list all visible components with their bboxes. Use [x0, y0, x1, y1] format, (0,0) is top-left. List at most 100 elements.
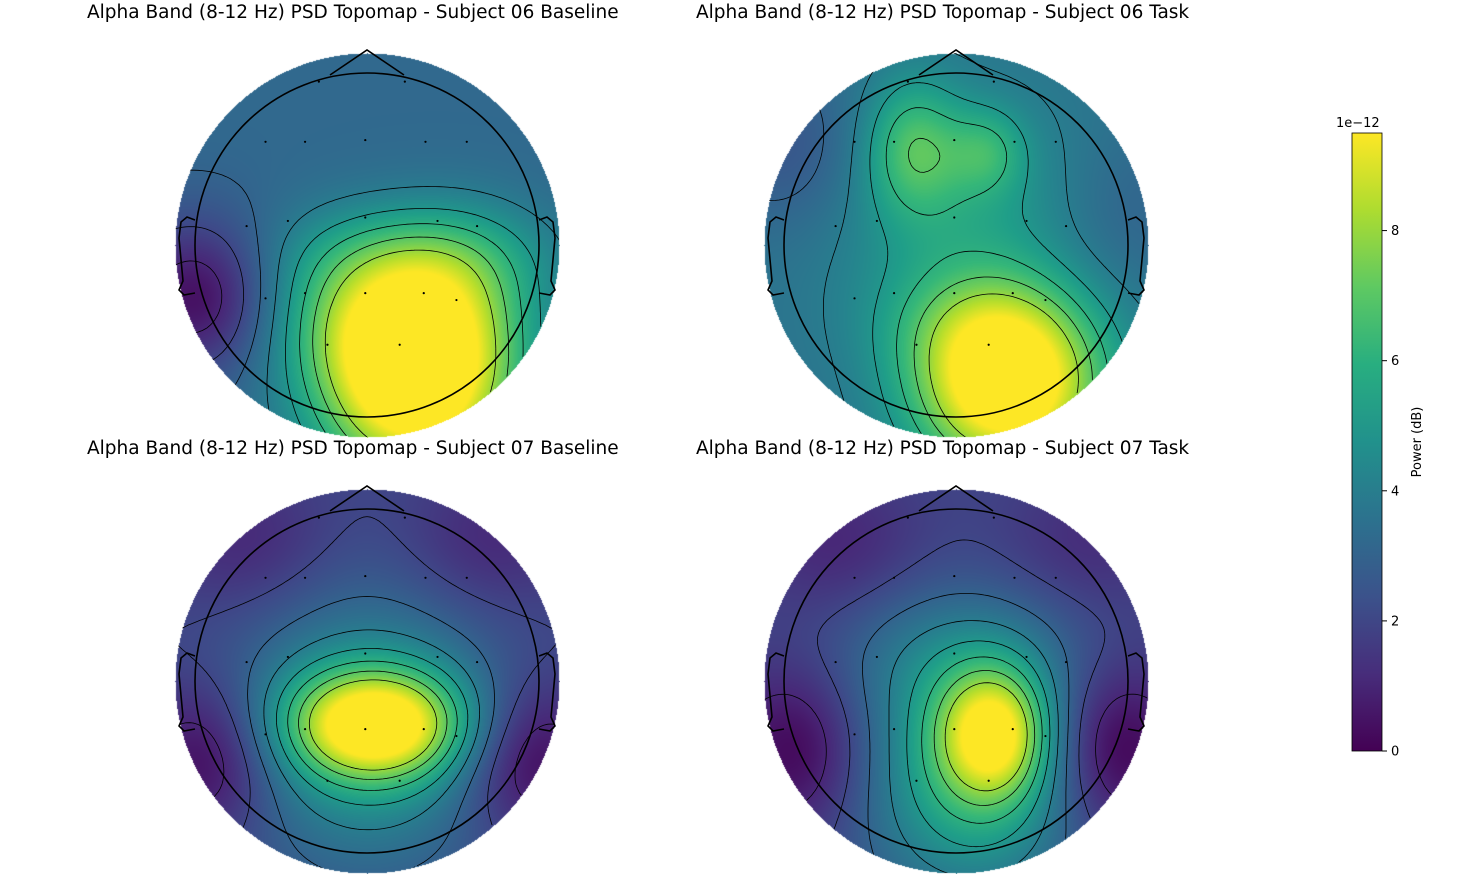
sensor-marker — [326, 343, 329, 346]
contour-line — [933, 670, 1036, 806]
colorbar-tick-label: 6 — [1391, 354, 1399, 369]
sensor-marker — [475, 660, 479, 664]
head-outline — [783, 508, 1129, 854]
topomap-title-subject07-task: Alpha Band (8-12 Hz) PSD Topomap - Subje… — [696, 438, 1190, 459]
sensor-marker — [834, 224, 837, 228]
topomap-contours — [766, 53, 1142, 437]
sensor-marker — [364, 138, 367, 142]
sensor-markers — [834, 80, 1068, 346]
colorbar-tick-label: 8 — [1391, 224, 1399, 239]
sensor-marker — [953, 728, 956, 731]
colorbar-ticks: 0 2 4 6 8 — [1382, 224, 1399, 760]
contour-line — [862, 593, 1070, 858]
sensor-marker — [875, 655, 878, 659]
topomap-contours — [177, 516, 557, 873]
sensor-marker — [326, 779, 329, 782]
topomap-subject06-task — [763, 46, 1149, 438]
contour-line — [190, 169, 262, 387]
sensor-marker — [436, 219, 439, 223]
contour-line — [312, 236, 510, 437]
sensor-marker — [303, 576, 307, 579]
colorbar-tick-label: 4 — [1391, 484, 1399, 499]
contour-line — [944, 682, 1028, 792]
sensor-marker — [853, 576, 856, 579]
contour-line — [266, 186, 559, 410]
topomap-heatmap — [763, 482, 1149, 874]
sensor-marker — [987, 779, 990, 782]
sensor-marker — [286, 219, 289, 223]
sensor-marker — [364, 292, 367, 295]
sensor-marker — [906, 80, 909, 83]
sensor-marker — [915, 779, 918, 782]
topomap-contours — [764, 539, 1148, 873]
contour-line — [885, 107, 1108, 437]
sensor-markers — [245, 516, 479, 782]
sensor-marker — [1064, 224, 1068, 228]
contour-line — [921, 656, 1043, 824]
sensor-marker — [364, 574, 367, 578]
left-ear-outline — [767, 216, 785, 296]
sensor-marker — [1013, 140, 1016, 143]
sensor-marker — [403, 80, 406, 83]
sensor-marker — [455, 298, 458, 302]
sensor-marker — [1025, 219, 1028, 223]
sensor-marker — [398, 343, 401, 346]
sensor-marker — [1044, 298, 1047, 302]
sensor-marker — [892, 576, 896, 579]
nose-outline — [918, 49, 994, 76]
sensor-marker — [853, 297, 856, 300]
contour-line — [908, 137, 1093, 437]
contour-line — [298, 670, 448, 780]
sensor-marker — [286, 655, 289, 659]
sensor-marker — [892, 292, 896, 295]
topomap-svg — [174, 482, 560, 874]
contour-line — [285, 208, 542, 430]
sensor-marker — [875, 219, 878, 223]
contour-line — [817, 539, 1106, 830]
sensor-marker — [1064, 660, 1068, 664]
sensor-marker — [424, 576, 427, 579]
sensor-marker — [1054, 140, 1057, 143]
head-outline — [194, 72, 540, 418]
sensor-marker — [264, 733, 267, 736]
sensor-marker — [424, 140, 427, 143]
sensor-marker — [987, 343, 990, 346]
colorbar-offset-text: 1e−12 — [1336, 116, 1380, 131]
sensor-marker — [953, 652, 956, 655]
sensor-marker — [853, 733, 856, 736]
topomap-contours — [175, 169, 559, 437]
contour-line — [906, 640, 1051, 848]
sensor-marker — [422, 728, 425, 731]
sensor-marker — [317, 516, 320, 519]
right-ear-outline — [538, 652, 556, 732]
sensor-markers — [834, 516, 1068, 782]
right-ear-outline — [1127, 652, 1145, 732]
contour-line — [177, 516, 557, 830]
nose-outline — [329, 485, 405, 512]
sensor-marker — [317, 80, 320, 83]
contour-line — [276, 648, 469, 806]
sensor-marker — [1054, 576, 1057, 579]
sensor-marker — [403, 516, 406, 519]
sensor-marker — [303, 728, 307, 731]
sensor-marker — [422, 292, 425, 295]
colorbar-label: Power (dB) — [1410, 407, 1425, 478]
topomap-subject07-baseline — [174, 482, 560, 874]
contour-line — [869, 82, 1124, 430]
topomap-heatmap — [763, 46, 1149, 438]
sensor-marker — [245, 224, 248, 228]
contour-line — [308, 679, 438, 771]
sensor-marker — [465, 140, 468, 143]
sensor-marker — [1025, 655, 1028, 659]
sensor-marker — [992, 516, 995, 519]
sensor-marker — [264, 140, 267, 143]
sensor-marker — [1011, 292, 1014, 295]
right-ear-outline — [538, 216, 556, 296]
sensor-marker — [398, 779, 401, 782]
colorbar-gradient — [1351, 132, 1383, 752]
left-ear-outline — [178, 652, 196, 732]
colorbar: 1e−12 0 2 4 6 8 Power (dB) — [1300, 110, 1470, 770]
topomap-title-subject06-baseline: Alpha Band (8-12 Hz) PSD Topomap - Subje… — [87, 2, 619, 23]
sensor-marker — [915, 343, 918, 346]
